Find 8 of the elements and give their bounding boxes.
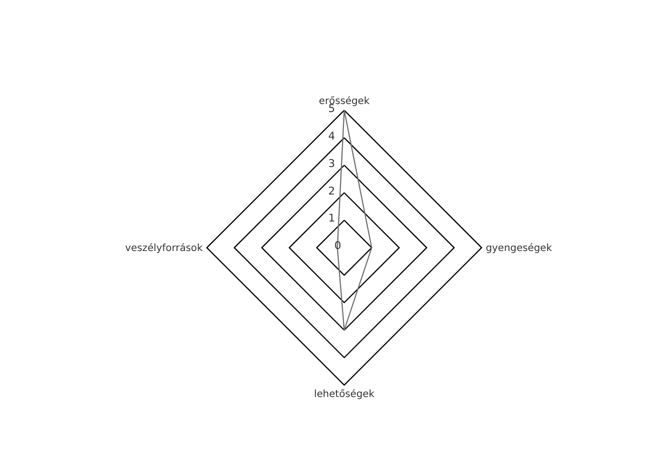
y-tick-label: 4: [328, 129, 336, 142]
y-tick-label: 2: [328, 184, 336, 198]
spoke-label: gyengeségek: [486, 242, 552, 254]
spoke-label: veszélyforrások: [125, 242, 203, 254]
spoke-label: lehetőségek: [314, 388, 375, 400]
spoke-label: erősségek: [318, 96, 370, 107]
y-tick-label: 3: [328, 156, 336, 170]
y-tick-label: 1: [328, 212, 336, 225]
